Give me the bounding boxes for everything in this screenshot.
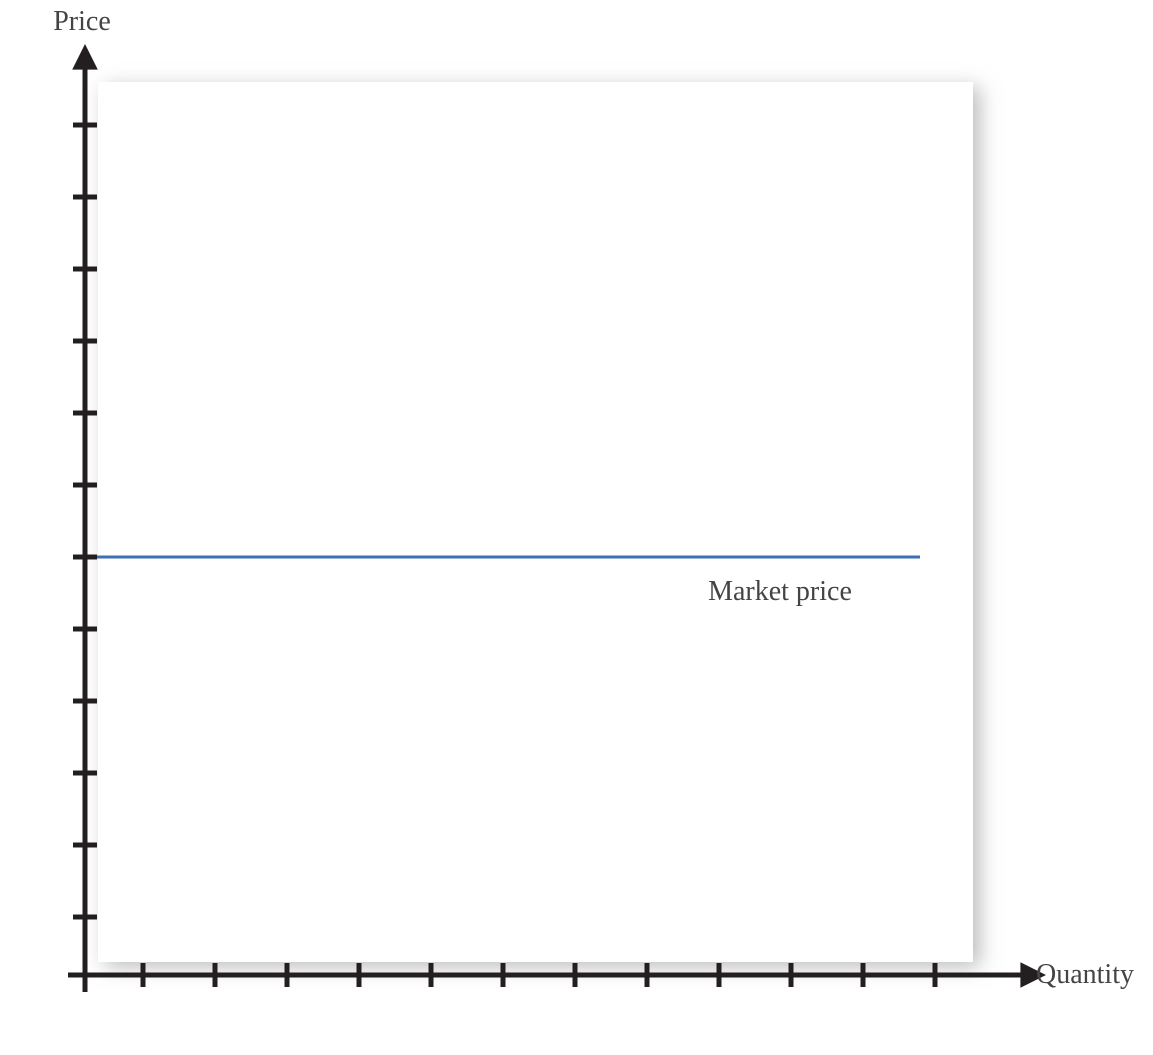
- x-axis-label: Quantity: [1036, 959, 1134, 990]
- plot-area: [98, 82, 973, 962]
- y-axis-arrow: [72, 44, 98, 70]
- chart-svg: Price Quantity Market price: [0, 0, 1153, 1055]
- y-axis: [72, 44, 98, 992]
- economics-chart: Price Quantity Market price: [0, 0, 1153, 1055]
- market-price-label: Market price: [708, 576, 852, 607]
- y-axis-label: Price: [53, 6, 111, 37]
- x-axis: [68, 962, 1046, 988]
